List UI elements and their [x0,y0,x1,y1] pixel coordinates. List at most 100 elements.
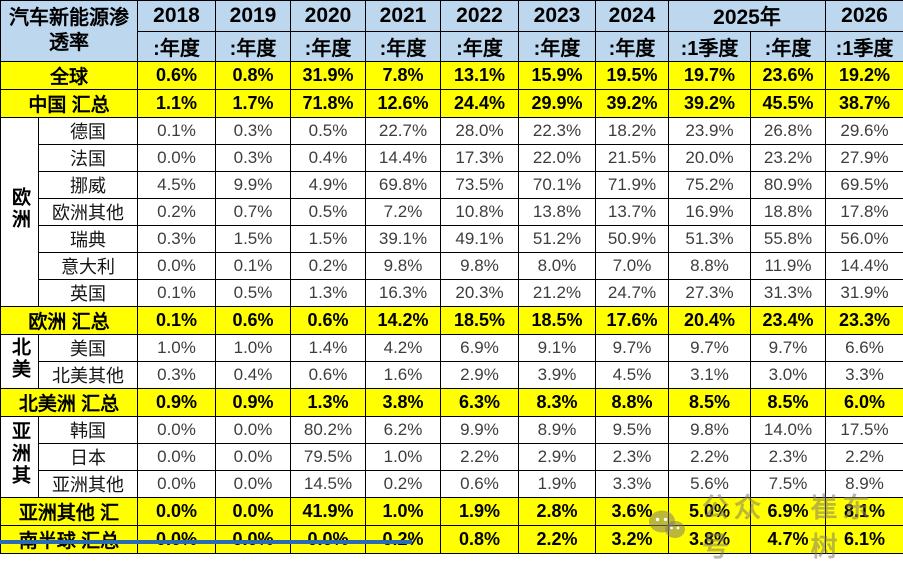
value-cell: 23.4% [751,307,826,335]
value-cell: 1.0% [216,335,291,362]
value-cell: 6.2% [366,417,441,444]
value-cell: 6.9% [751,498,826,526]
value-cell: 0.3% [138,226,216,253]
value-cell: 1.4% [291,335,366,362]
value-cell: 0.0% [138,253,216,280]
value-cell: 0.5% [291,118,366,145]
value-cell: 0.1% [138,307,216,335]
value-cell: 1.5% [291,226,366,253]
value-cell: 79.5% [291,444,366,471]
value-cell: 0.6% [441,471,519,498]
row-label: 挪威 [39,172,138,199]
value-cell: 18.5% [519,307,596,335]
year-header: 2019 [216,1,291,32]
value-cell: 0.3% [138,362,216,389]
value-cell: 31.9% [291,62,366,90]
row-label: 全球 [1,62,138,90]
value-cell: 80.2% [291,417,366,444]
value-cell: 20.0% [669,145,751,172]
value-cell: 19.5% [596,62,669,90]
value-cell: 51.2% [519,226,596,253]
value-cell: 15.9% [519,62,596,90]
value-cell: 5.6% [669,471,751,498]
value-cell: 9.8% [669,417,751,444]
period-header: :年度 [138,32,216,62]
value-cell: 21.2% [519,280,596,307]
value-cell: 3.6% [596,498,669,526]
value-cell: 4.5% [596,362,669,389]
value-cell: 4.5% [138,172,216,199]
window-edge-artifact [0,540,412,544]
value-cell: 29.6% [826,118,903,145]
value-cell: 6.3% [441,389,519,417]
value-cell: 49.1% [441,226,519,253]
value-cell: 0.1% [138,280,216,307]
value-cell: 1.3% [291,280,366,307]
row-label: 英国 [39,280,138,307]
value-cell: 38.7% [826,90,903,118]
value-cell: 1.0% [138,335,216,362]
value-cell: 2.9% [519,444,596,471]
value-cell: 8.9% [826,471,903,498]
value-cell: 3.8% [669,526,751,554]
value-cell: 70.1% [519,172,596,199]
value-cell: 1.6% [366,362,441,389]
group-label: 欧洲 [1,118,39,307]
value-cell: 2.8% [519,498,596,526]
value-cell: 45.5% [751,90,826,118]
value-cell: 0.0% [138,471,216,498]
year-header: 2023 [519,1,596,32]
group-label-text: 亚洲其 [10,421,29,487]
value-cell: 17.8% [826,199,903,226]
value-cell: 0.8% [216,62,291,90]
value-cell: 10.8% [441,199,519,226]
period-header: :年度 [366,32,441,62]
value-cell: 0.6% [216,307,291,335]
value-cell: 19.7% [669,62,751,90]
value-cell: 3.3% [596,471,669,498]
value-cell: 9.1% [519,335,596,362]
year-header: 2021 [366,1,441,32]
period-header: :年度 [596,32,669,62]
value-cell: 2.9% [441,362,519,389]
value-cell: 2.2% [519,526,596,554]
value-cell: 31.9% [826,280,903,307]
value-cell: 9.5% [596,417,669,444]
value-cell: 1.5% [216,226,291,253]
value-cell: 29.9% [519,90,596,118]
row-label: 欧洲其他 [39,199,138,226]
value-cell: 3.3% [826,362,903,389]
row-label: 韩国 [39,417,138,444]
value-cell: 22.0% [519,145,596,172]
value-cell: 7.2% [366,199,441,226]
value-cell: 17.6% [596,307,669,335]
value-cell: 14.5% [291,471,366,498]
value-cell: 13.7% [596,199,669,226]
period-header: :年度 [441,32,519,62]
value-cell: 0.0% [138,145,216,172]
value-cell: 0.0% [138,498,216,526]
value-cell: 1.0% [366,444,441,471]
value-cell: 21.5% [596,145,669,172]
value-cell: 9.7% [596,335,669,362]
group-label: 亚洲其 [1,417,39,498]
value-cell: 3.1% [669,362,751,389]
value-cell: 3.8% [366,389,441,417]
value-cell: 14.4% [366,145,441,172]
value-cell: 11.9% [751,253,826,280]
value-cell: 71.9% [596,172,669,199]
value-cell: 1.0% [366,498,441,526]
value-cell: 23.6% [751,62,826,90]
value-cell: 0.9% [138,389,216,417]
value-cell: 0.0% [216,417,291,444]
